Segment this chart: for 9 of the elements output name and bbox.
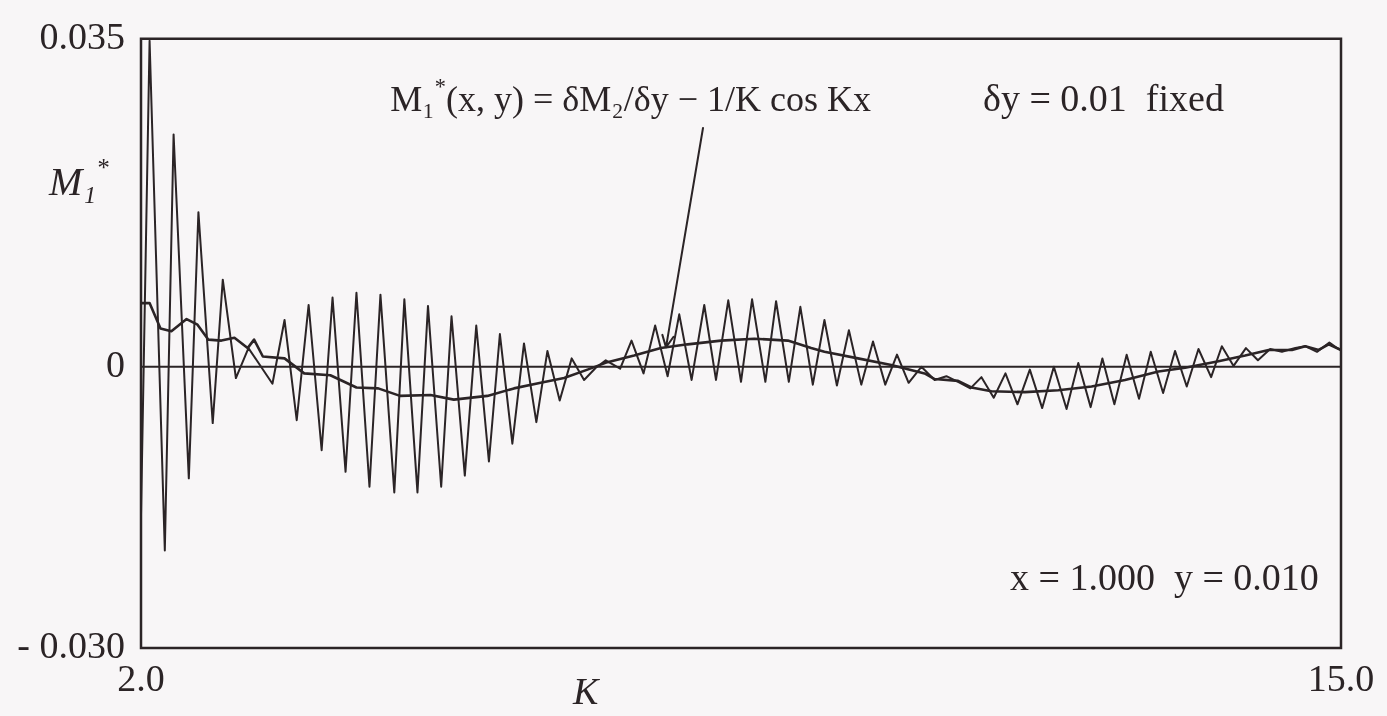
x-axis-title: K: [573, 670, 599, 714]
y-axis-title: M₁$^{*}$: [49, 154, 109, 205]
annotation: M₁$^{*}$(x, y) = δM₂/δy − 1/K cos Kx: [390, 74, 871, 121]
annotation: δy = 0.01 fixed: [983, 76, 1224, 121]
annotation: x = 1.000 y = 0.010: [1010, 556, 1319, 600]
x-tick-label: 15.0: [1307, 656, 1375, 699]
y-tick-label: 0: [106, 342, 125, 385]
y-tick-label: - 0.030: [17, 623, 125, 666]
y-tick-label: 0.035: [39, 14, 125, 57]
